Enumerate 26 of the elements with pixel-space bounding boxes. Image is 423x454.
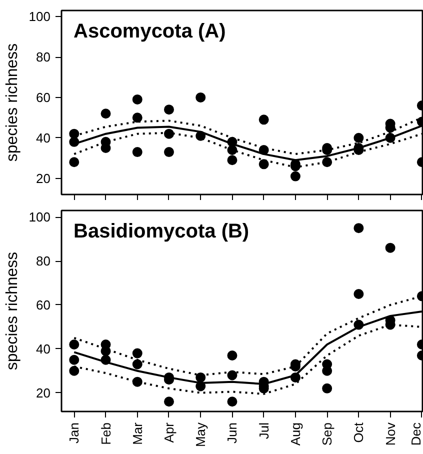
x-tick-label: Apr: [161, 422, 176, 443]
y-tick-label: 60: [36, 90, 51, 105]
y-tick-label: 20: [36, 385, 51, 400]
x-tick-label: Dec: [408, 422, 423, 446]
x-tick-label: Oct: [351, 422, 366, 443]
y-tick-label: 40: [36, 341, 51, 356]
y-tick-label: 20: [36, 170, 51, 186]
y-axis-title: species richness: [4, 43, 21, 162]
x-tick-label: Aug: [288, 422, 303, 446]
x-tick-label: Feb: [98, 422, 114, 445]
text: Basidiomycota (B): [74, 220, 250, 242]
x-tick-label: Sep: [320, 422, 335, 446]
text: Ascomycota (A): [74, 20, 226, 42]
x-tick-label: Jan: [66, 422, 82, 444]
x-tick-label: Mar: [130, 422, 145, 445]
y-tick-label: 80: [36, 50, 51, 65]
x-tick-label: Nov: [382, 422, 398, 446]
y-tick-label: 40: [36, 130, 51, 146]
y-tick-label: 100: [28, 9, 51, 24]
y-tick-label: 60: [36, 297, 51, 312]
y-axis-title: species richness: [4, 252, 21, 370]
y-tick-label: 100: [28, 210, 51, 225]
x-tick-label: Jul: [256, 422, 272, 440]
x-tick-label: Jun: [224, 422, 240, 444]
x-tick-label: May: [193, 422, 208, 448]
y-tick-label: 80: [36, 254, 51, 269]
